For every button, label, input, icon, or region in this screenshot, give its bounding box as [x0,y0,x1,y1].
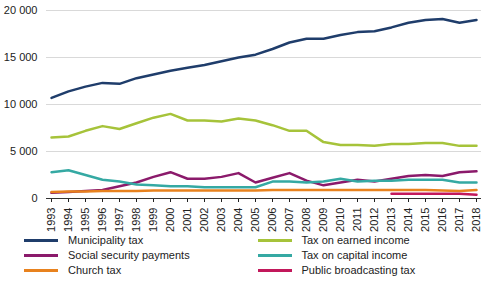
svg-text:2009: 2009 [317,208,329,232]
svg-text:2013: 2013 [385,208,397,232]
svg-text:2000: 2000 [164,208,176,232]
svg-text:2003: 2003 [215,208,227,232]
svg-text:10 000: 10 000 [4,98,38,110]
svg-text:2002: 2002 [198,208,210,232]
svg-text:5 000: 5 000 [10,145,38,157]
svg-text:2014: 2014 [402,208,414,232]
svg-text:1999: 1999 [147,208,159,232]
svg-text:2001: 2001 [181,208,193,232]
html-text:Municipality tax: Municipality tax [68,234,144,246]
html-text:Social security payments: Social security payments [68,249,190,261]
svg-text:1993: 1993 [45,208,57,232]
svg-text:2015: 2015 [419,208,431,232]
svg-text:2005: 2005 [249,208,261,232]
svg-text:2016: 2016 [436,208,448,232]
svg-text:2017: 2017 [453,208,465,232]
svg-text:2008: 2008 [300,208,312,232]
svg-text:2007: 2007 [283,208,295,232]
svg-text:1995: 1995 [79,208,91,232]
svg-text:1996: 1996 [96,208,108,232]
html-text:Tax on capital income: Tax on capital income [301,249,408,261]
svg-text:2010: 2010 [334,208,346,232]
html-text:Church tax: Church tax [68,264,122,276]
svg-text:2011: 2011 [351,208,363,232]
html-text:Tax on earned income: Tax on earned income [301,234,410,246]
svg-text:2012: 2012 [368,208,380,232]
svg-text:2006: 2006 [266,208,278,232]
svg-text:15 000: 15 000 [4,51,38,63]
html-text:Public broadcasting tax: Public broadcasting tax [301,264,416,276]
svg-text:20 000: 20 000 [4,4,38,16]
svg-text:0: 0 [31,192,37,204]
svg-text:2004: 2004 [232,208,244,232]
svg-text:2018: 2018 [470,208,482,232]
svg-text:1998: 1998 [130,208,142,232]
svg-text:1994: 1994 [62,208,74,232]
svg-text:1997: 1997 [113,208,125,232]
